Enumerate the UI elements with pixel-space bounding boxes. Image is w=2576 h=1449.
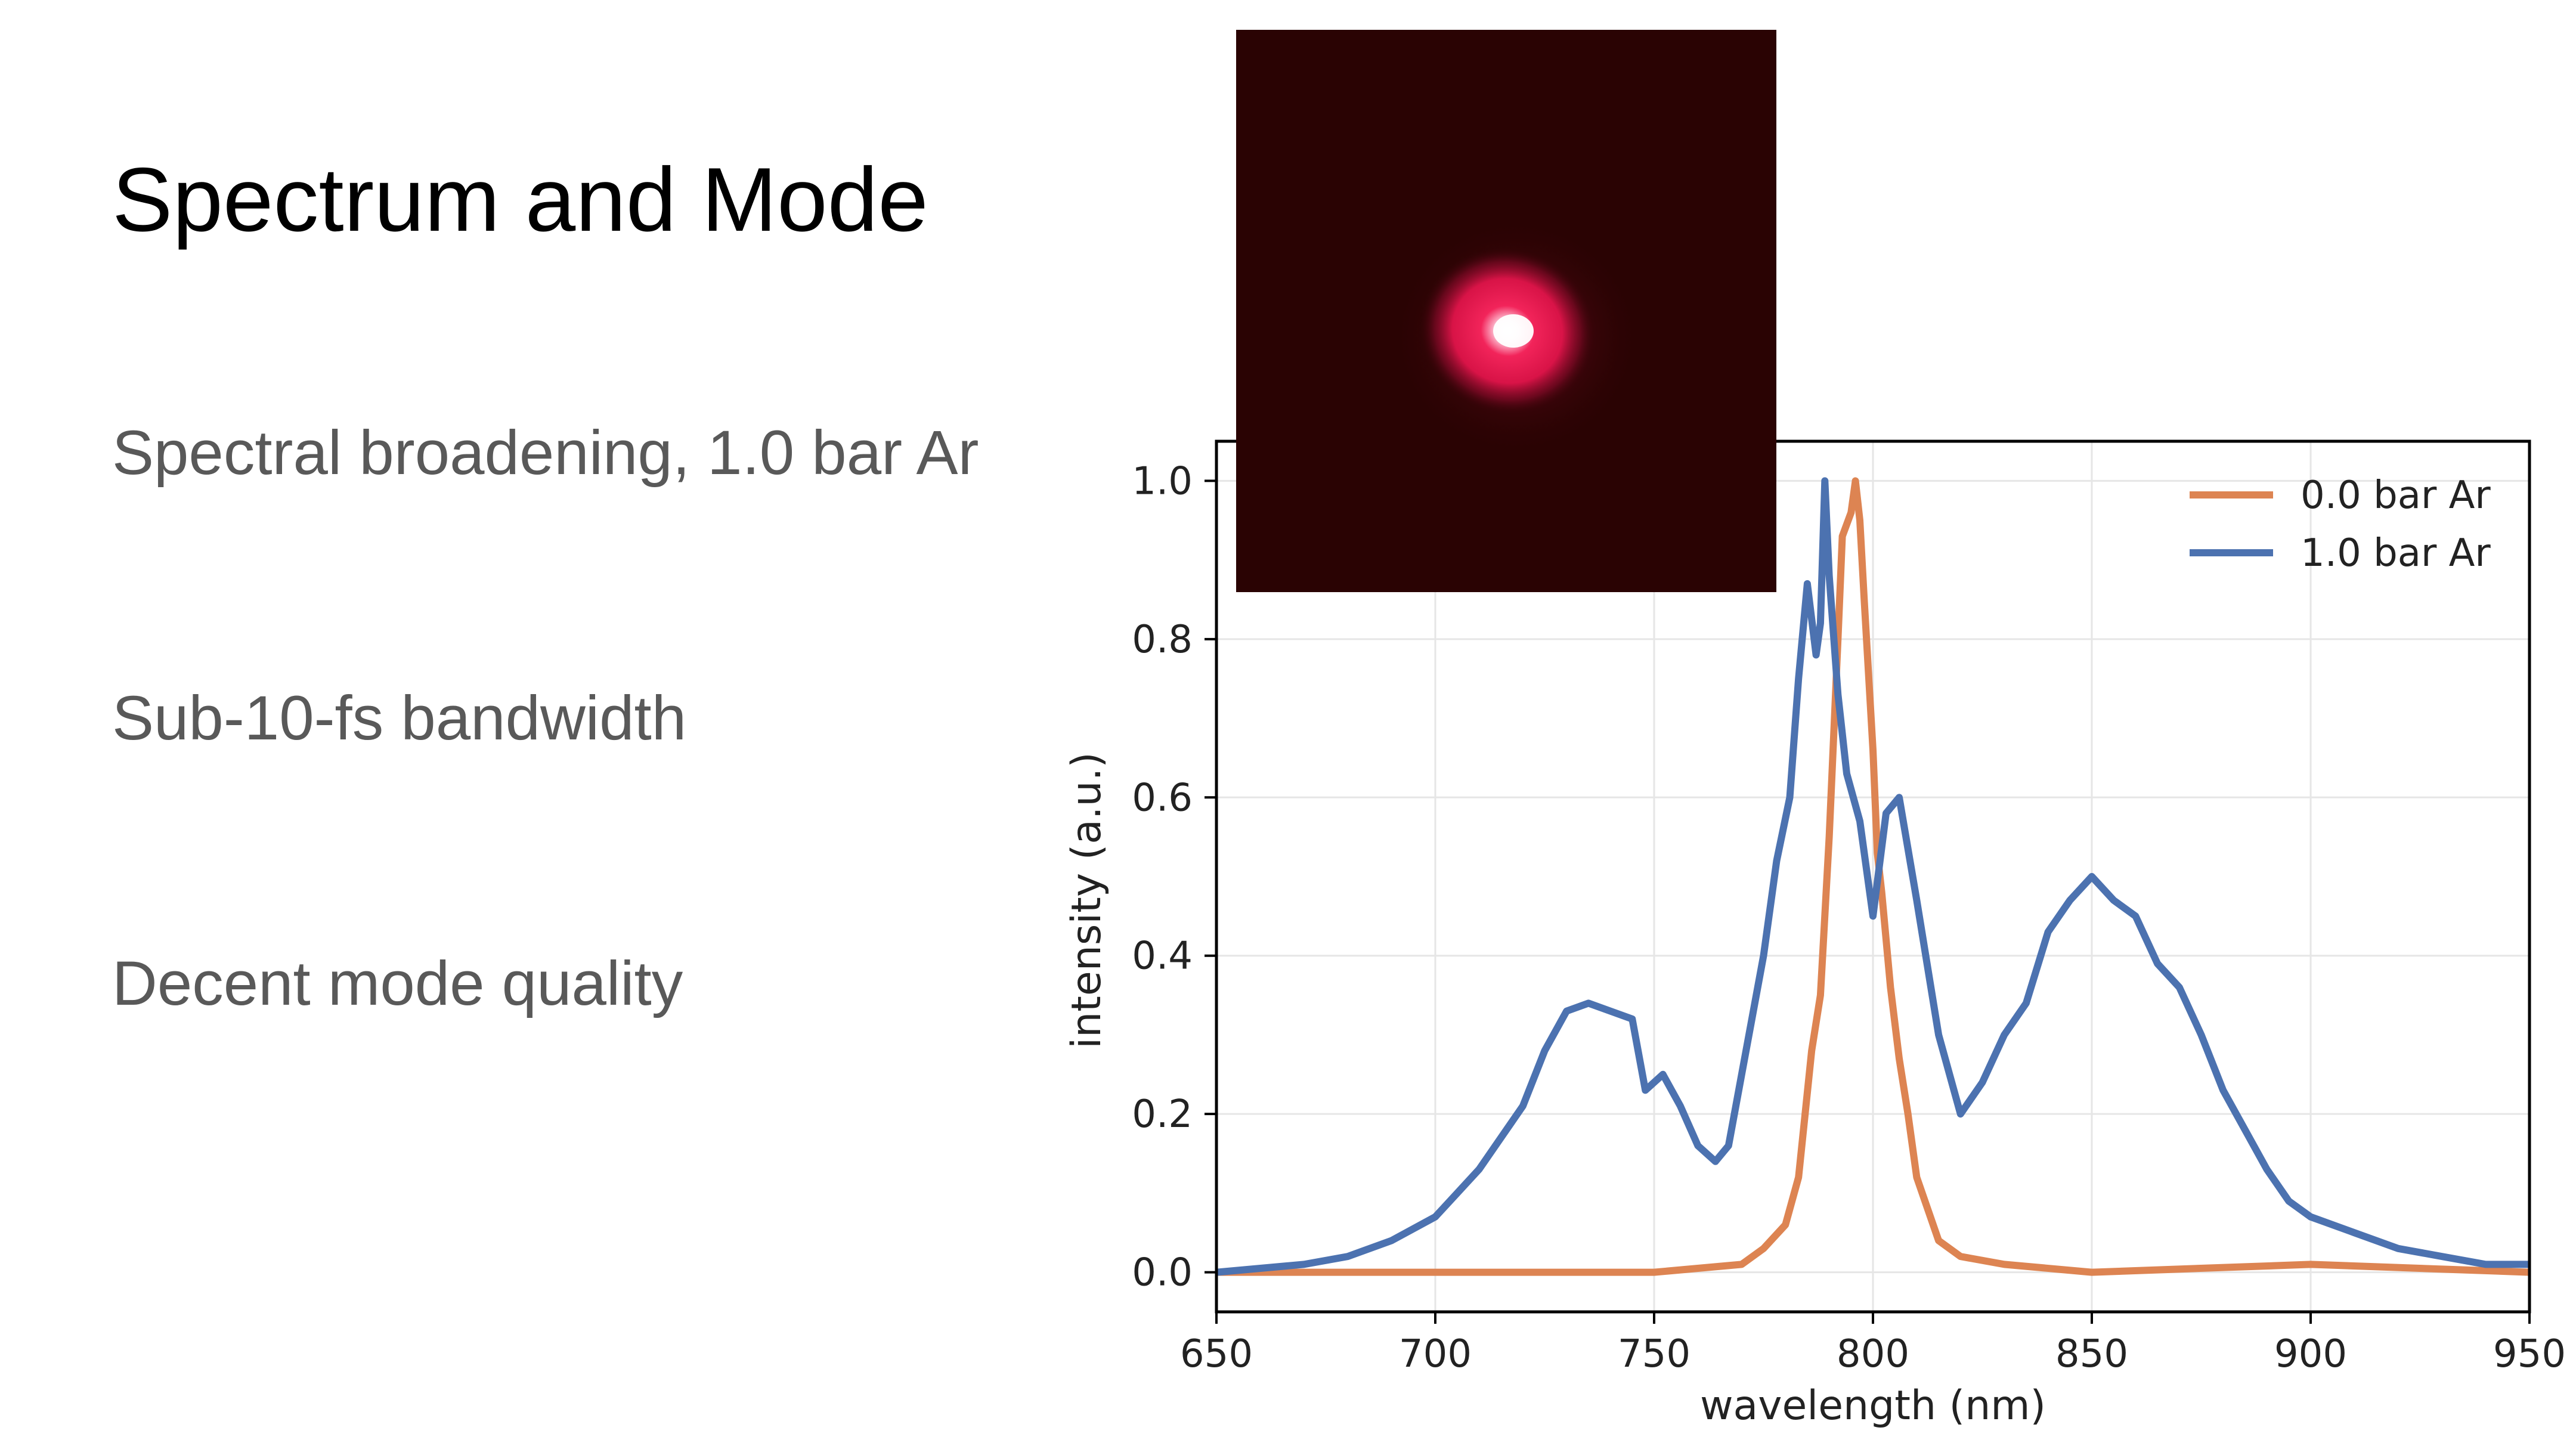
series-line-0 [1216,477,2529,1276]
y-tick-label: 0.4 [1132,934,1193,979]
y-tick-label: 1.0 [1132,459,1193,503]
chart-series [1216,477,2529,1276]
chart-legend: 0.0 bar Ar 1.0 bar Ar [2190,473,2491,575]
x-tick-label: 800 [1837,1332,1909,1376]
axis-ticks: 650 700 750 800 850 900 950 0.0 0.2 0.4 0.6 0.8 1.0 [1132,459,2566,1376]
y-tick-label: 0.8 [1132,618,1193,662]
x-tick-label: 850 [2055,1332,2128,1376]
x-tick-label: 650 [1180,1332,1253,1376]
x-tick-label: 900 [2274,1332,2347,1376]
y-axis-label: intensity (a.u.) [1063,752,1110,1048]
x-tick-label: 750 [1618,1332,1690,1376]
series-line-1 [1216,477,2529,1276]
beam-mode-image [1236,30,1776,592]
x-tick-label: 950 [2493,1332,2566,1376]
x-axis-label: wavelength (nm) [1700,1382,2046,1429]
x-tick-label: 700 [1399,1332,1472,1376]
legend-label-0: 0.0 bar Ar [2301,473,2491,518]
bullet-bandwidth: Sub-10-fs bandwidth [112,683,687,753]
legend-label-1: 1.0 bar Ar [2301,531,2491,575]
y-tick-label: 0.0 [1132,1251,1193,1295]
slide-title: Spectrum and Mode [112,149,928,250]
y-tick-label: 0.6 [1132,776,1193,820]
bullet-mode-quality: Decent mode quality [112,949,683,1018]
y-tick-label: 0.2 [1132,1092,1193,1137]
bullet-spectral-broadening: Spectral broadening, 1.0 bar Ar [112,418,979,488]
